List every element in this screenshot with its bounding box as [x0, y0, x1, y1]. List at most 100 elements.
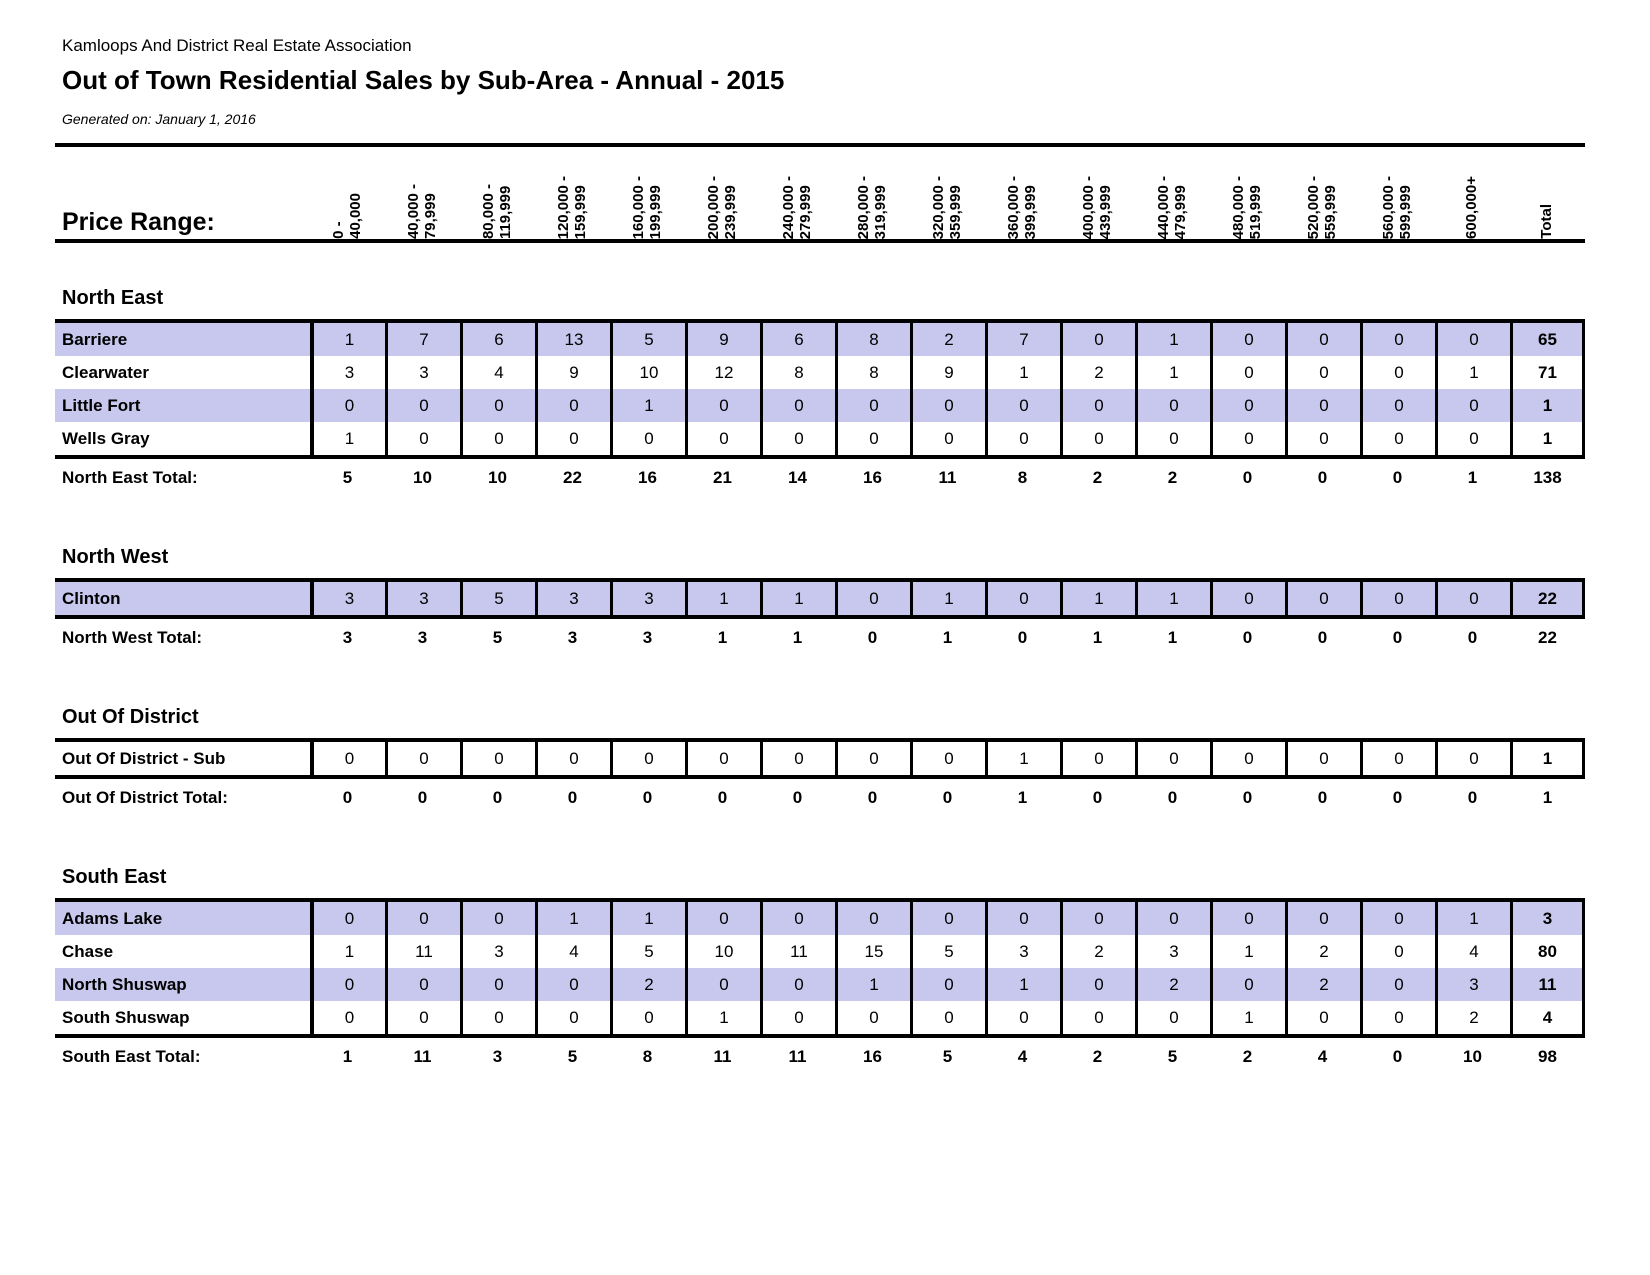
section-total-value: 0: [1017, 627, 1028, 647]
column-header: 400,000 - 439,999: [1060, 147, 1135, 239]
value-cell: 11: [760, 935, 835, 968]
value-cell: 1: [1210, 1001, 1285, 1034]
column-header-label: 480,000 - 519,999: [1229, 175, 1264, 239]
value-cell: 0: [1210, 902, 1285, 935]
value-cell: 0: [1210, 968, 1285, 1001]
value-cell: 0: [535, 422, 610, 455]
value-cell: 2: [1285, 968, 1360, 1001]
header-bottom-rule: [55, 239, 1585, 243]
value-cell: 0: [1060, 968, 1135, 1001]
value-cell: 11: [385, 935, 460, 968]
value-cell: 0: [385, 389, 460, 422]
row-total-cell: 1: [1510, 389, 1585, 422]
value-cell: 3: [310, 356, 385, 389]
column-header: 560,000 - 599,999: [1360, 147, 1435, 239]
value-cell: 0: [760, 389, 835, 422]
generated-date: Generated on: January 1, 2016: [62, 111, 256, 127]
value-cell: 0: [1135, 1001, 1210, 1034]
value-cell: 0: [535, 968, 610, 1001]
value-cell: 0: [1210, 389, 1285, 422]
column-header: 240,000 - 279,999: [760, 147, 835, 239]
section-total-value: 0: [1242, 627, 1253, 647]
value-cell: 0: [535, 742, 610, 775]
value-cell: 0: [1135, 389, 1210, 422]
section-heading: Out Of District: [62, 706, 199, 728]
section-total-value: 1: [1017, 787, 1028, 807]
section-total-value: 1: [342, 1046, 353, 1066]
section-total-label: Out Of District Total:: [62, 787, 228, 807]
row-label: Adams Lake: [55, 902, 310, 935]
section: North West Clinton 3 3 5 3 3 1 1 0 1 0 1 1 0 0 0 0 22 North…: [55, 546, 1585, 656]
section-total-value: 0: [1242, 467, 1253, 487]
row-total-cell: 22: [1510, 582, 1585, 615]
value-cell: 1: [310, 422, 385, 455]
org-name: Kamloops And District Real Estate Associ…: [62, 36, 412, 55]
column-header-label: 560,000 - 599,999: [1379, 175, 1414, 239]
value-cell: 0: [1210, 742, 1285, 775]
section-total-label: South East Total:: [62, 1046, 201, 1066]
value-cell: 0: [910, 742, 985, 775]
column-header: 440,000 - 479,999: [1135, 147, 1210, 239]
section-total-value: 3: [342, 627, 353, 647]
value-cell: 0: [835, 389, 910, 422]
value-cell: 10: [685, 935, 760, 968]
value-cell: 1: [310, 323, 385, 356]
price-range-label: Price Range:: [62, 208, 215, 236]
row-label: Wells Gray: [62, 428, 150, 448]
value-cell: 1: [760, 582, 835, 615]
value-cell: 1: [985, 356, 1060, 389]
section-total-value: 0: [867, 787, 878, 807]
row-total-cell: 1: [1510, 742, 1585, 775]
column-header-label: 440,000 - 479,999: [1154, 175, 1189, 239]
value-cell: 3: [1135, 935, 1210, 968]
report-page: Kamloops And District Real Estate Associ…: [55, 0, 1585, 1075]
value-cell: 1: [685, 582, 760, 615]
value-cell: 1: [310, 935, 385, 968]
value-cell: 5: [610, 323, 685, 356]
section-total-row: North East Total: 5 10 10 22 16 21 14 16 11 8 2 2 0 0 0…: [55, 459, 1585, 496]
section-total-value: 10: [1463, 1046, 1482, 1066]
section-total-row: South East Total: 1 11 3 5 8 11 11 16 5 4 2 5 2 4 0 10 98: [55, 1038, 1585, 1075]
column-header: 160,000 - 199,999: [610, 147, 685, 239]
report-title: Out of Town Residential Sales by Sub-Are…: [62, 65, 785, 95]
row-label: South Shuswap: [62, 1007, 190, 1027]
value-cell: 0: [1435, 742, 1510, 775]
section-grand-total: 1: [1542, 787, 1553, 807]
section-grand-total: 98: [1538, 1046, 1557, 1066]
value-cell: 1: [685, 1001, 760, 1034]
row-label: Clearwater: [62, 362, 149, 382]
row-label: Little Fort: [55, 389, 310, 422]
section-total-value: 0: [1392, 1046, 1403, 1066]
column-header-label: 80,000 - 119,999: [479, 183, 514, 239]
value-cell: 0: [1435, 422, 1510, 455]
section-total-value: 0: [1467, 627, 1478, 647]
value-cell: 0: [685, 422, 760, 455]
value-cell: 3: [535, 582, 610, 615]
column-header-label: 200,000 - 239,999: [704, 175, 739, 239]
section-total-value: 16: [638, 467, 657, 487]
section-heading: North East: [62, 287, 164, 309]
value-cell: 0: [1285, 902, 1360, 935]
value-cell: 3: [610, 582, 685, 615]
section-total-label: North West Total:: [62, 627, 203, 647]
value-cell: 9: [685, 323, 760, 356]
value-cell: 0: [1135, 902, 1210, 935]
value-cell: 1: [610, 902, 685, 935]
column-header-label: 360,000 - 399,999: [1004, 175, 1039, 239]
section-total-value: 1: [1092, 627, 1103, 647]
value-cell: 1: [1435, 356, 1510, 389]
section-total-value: 10: [413, 467, 432, 487]
value-cell: 0: [385, 968, 460, 1001]
section-total-value: 21: [713, 467, 732, 487]
section-grand-total: 138: [1533, 467, 1562, 487]
top-rule: [55, 143, 1585, 147]
section-grand-total: 22: [1538, 627, 1557, 647]
value-cell: 0: [460, 389, 535, 422]
value-cell: 0: [1360, 389, 1435, 422]
value-cell: 7: [385, 323, 460, 356]
value-cell: 1: [910, 582, 985, 615]
column-header-label: 280,000 - 319,999: [854, 175, 889, 239]
section: Out Of District Out Of District - Sub 0 0 0 0…: [55, 706, 1585, 816]
section-total-value: 16: [863, 467, 882, 487]
section-total-value: 3: [642, 627, 653, 647]
